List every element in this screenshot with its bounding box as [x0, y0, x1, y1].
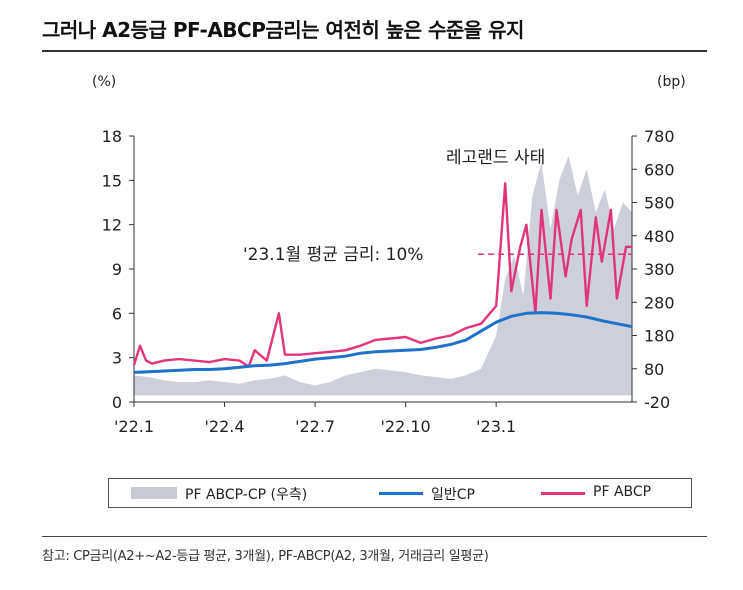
right-tick-label: 180: [644, 327, 675, 346]
right-tick-label: 280: [644, 293, 675, 312]
left-tick-label: 12: [102, 216, 122, 235]
annotations: '23.1월 평균 금리: 10% 레고랜드 사태: [243, 148, 632, 265]
title-divider: [42, 50, 707, 52]
event-label: 레고랜드 사태: [446, 148, 545, 168]
pfabcp-line: [132, 182, 632, 368]
cp-line: [133, 311, 633, 374]
right-tick-label: 480: [644, 227, 675, 246]
x-tick-label: '22.1: [114, 417, 154, 436]
legend-label-spread: PF ABCP-CP (우측): [185, 487, 308, 503]
x-tick-label: '22.7: [295, 417, 335, 436]
left-tick-label: 15: [102, 171, 122, 190]
footer-divider: [42, 536, 707, 537]
source-note: 참고: CP금리(A2+~A2-등급 평균, 3개월), PF-ABCP(A2,…: [42, 549, 489, 564]
chart-canvas: 0 3 6 9 12 15 18 -20 80 180 280 380 480 580 680 780 '22.…: [102, 127, 675, 436]
chart-title: 그러나 A2등급 PF-ABCP금리는 여전히 높은 수준을 유지: [42, 18, 524, 42]
legend: PF ABCP-CP (우측) 일반CP PF ABCP: [108, 478, 692, 508]
average-label: '23.1월 평균 금리: 10%: [243, 245, 423, 265]
x-tick-label: '22.10: [381, 417, 431, 436]
right-tick-label: 680: [644, 160, 675, 179]
line-series: [132, 182, 633, 374]
axes: 0 3 6 9 12 15 18 -20 80 180 280 380 480 580 680 780 '22.…: [102, 127, 675, 436]
right-tick-label: 80: [644, 360, 664, 379]
x-tick-label: '23.1: [476, 417, 516, 436]
right-tick-label: 380: [644, 260, 675, 279]
left-tick-label: 9: [112, 260, 122, 279]
left-tick-label: 3: [112, 349, 122, 368]
legend-swatch-pfabcp: [541, 492, 585, 495]
right-tick-label: -20: [644, 393, 670, 412]
spread-area: [134, 155, 632, 396]
spread-series: [134, 155, 632, 396]
legend-swatch-cp: [379, 492, 423, 495]
x-tick-label: '22.4: [205, 417, 245, 436]
legend-label-cp: 일반CP: [431, 487, 475, 503]
left-axis-unit: (%): [92, 74, 117, 90]
right-axis-unit: (bp): [657, 74, 686, 90]
right-tick-label: 780: [644, 127, 675, 146]
legend-label-pfabcp: PF ABCP: [593, 484, 652, 500]
legend-swatch-spread: [131, 487, 177, 499]
right-tick-label: 580: [644, 194, 675, 213]
left-tick-label: 6: [112, 304, 122, 323]
left-tick-label: 18: [102, 127, 122, 146]
left-tick-label: 0: [112, 393, 122, 412]
